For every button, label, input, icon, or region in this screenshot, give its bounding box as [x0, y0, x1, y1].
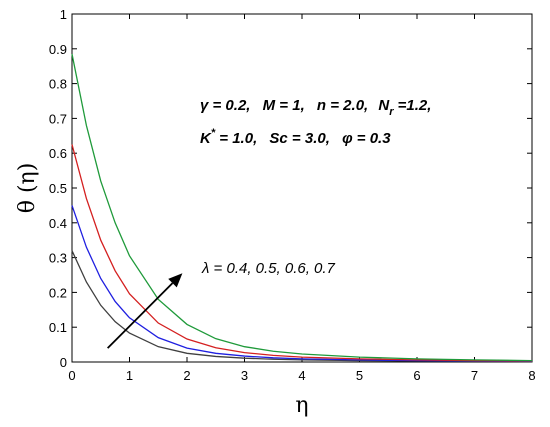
series-line-2 — [71, 205, 533, 362]
series-group — [71, 53, 533, 363]
param-nr-value: =1.2, — [394, 97, 432, 114]
param-gamma: γ = 0.2, — [200, 97, 250, 114]
y-tick-label: 0.4 — [49, 216, 67, 231]
y-tick-label: 0.5 — [49, 181, 67, 196]
x-tick-label: 3 — [241, 368, 248, 383]
y-tick-label: 0.7 — [49, 111, 67, 126]
param-nr-prefix: N — [378, 97, 390, 114]
y-tick-label: 0.8 — [49, 77, 67, 92]
y-tick-label: 0.6 — [49, 146, 67, 161]
x-tick-label: 0 — [68, 368, 75, 383]
series-line-3 — [71, 144, 533, 362]
x-tick-label: 8 — [528, 368, 535, 383]
y-tick-label: 0.2 — [49, 285, 67, 300]
params-line-2: K* = 1.0, Sc = 3.0, φ = 0.3 — [200, 127, 391, 147]
x-axis-label: η — [295, 393, 308, 418]
y-tick-label: 0.1 — [49, 320, 67, 335]
y-tick-label: 0.3 — [49, 251, 67, 266]
params-line-1: γ = 0.2, M = 1, n = 2.0, Nr =1.2, — [200, 97, 431, 118]
y-tick-label: 0.9 — [49, 42, 67, 57]
param-m: M = 1, — [263, 97, 305, 114]
y-axis-label: θ (η) — [15, 163, 40, 214]
param-sc: Sc = 3.0, — [269, 130, 329, 147]
series-line-4 — [71, 53, 533, 362]
x-tick-label: 1 — [126, 368, 133, 383]
lambda-arrow — [107, 273, 183, 349]
param-phi: φ = 0.3 — [342, 130, 391, 147]
plot-area — [71, 13, 533, 363]
param-n: n = 2.0, — [317, 97, 368, 114]
param-k-sup: * — [211, 127, 216, 139]
y-tick-label: 1 — [60, 7, 67, 22]
x-tick-label: 6 — [413, 368, 420, 383]
x-tick-label: 4 — [298, 368, 305, 383]
x-tick-label: 7 — [471, 368, 478, 383]
param-nr-sub: r — [389, 106, 394, 118]
param-k-prefix: K — [200, 130, 212, 147]
x-tick-label: 2 — [183, 368, 190, 383]
arrow-shaft — [107, 282, 174, 349]
x-tick-label: 5 — [356, 368, 363, 383]
lambda-label: λ = 0.4, 0.5, 0.6, 0.7 — [201, 260, 336, 277]
y-tick-label: 0 — [60, 355, 67, 370]
arrow-head — [168, 273, 183, 288]
param-k-value: = 1.0, — [215, 130, 257, 147]
